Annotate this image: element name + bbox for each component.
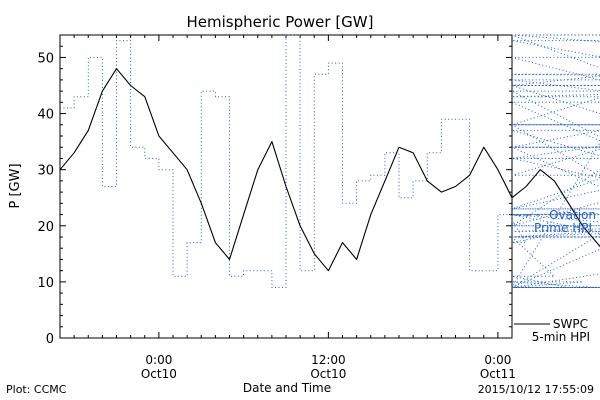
legend-ovation: Ovation Prime HPI [514,208,596,235]
y-tick-label: 0 [46,332,54,347]
chart-title: Hemispheric Power [GW] [187,13,374,31]
x-tick-label-date: Oct10 [310,367,346,381]
y-tick-label: 50 [37,51,54,66]
ovation-prime-line [60,34,600,288]
y-tick-label: 30 [37,164,54,179]
swpc-series [59,68,600,272]
x-tick-label-time: 12:00 [311,353,346,367]
y-tick-label: 40 [37,108,54,123]
footer-plot-credit: Plot: CCMC [6,383,67,396]
legend-ovation-label-line1: Ovation [549,208,596,222]
swpc-line [59,68,600,272]
y-axis: 0 10 20 30 40 50 [37,34,512,347]
x-tick-label-date: Oct11 [480,367,516,381]
y-tick-label: 20 [37,220,54,235]
legend-swpc-label-line2: 5-min HPI [532,330,590,344]
ovation-prime-series [60,34,600,288]
x-tick-label-date: Oct10 [141,367,177,381]
legend-swpc: SWPC 5-min HPI [514,317,590,344]
x-axis: 0:00Oct1012:00Oct100:00Oct1112:00Oct110:… [59,35,516,381]
x-axis-label: Date and Time [243,381,331,395]
y-tick-label: 10 [37,276,54,291]
footer-timestamp: 2015/10/12 17:55:09 [478,383,594,396]
legend-swpc-label-line1: SWPC [553,317,588,331]
x-tick-label-time: 0:00 [145,353,172,367]
y-axis-label: P [GW] [8,163,23,208]
x-tick-label-time: 0:00 [484,353,511,367]
legend-ovation-label-line2: Prime HPI [534,221,592,235]
